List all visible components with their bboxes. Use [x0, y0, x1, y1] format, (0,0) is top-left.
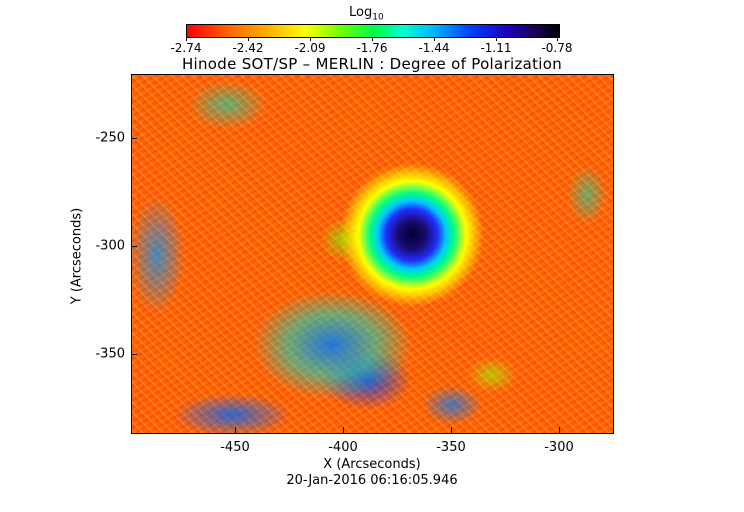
x-tick-label: -350	[436, 440, 466, 455]
colorbar-tick-label: -2.74	[170, 41, 202, 55]
x-tick-mark	[343, 427, 344, 433]
colorbar-tick-mark	[248, 37, 249, 41]
y-tick-mark	[131, 354, 137, 355]
x-axis-title: X (Arcseconds)	[323, 457, 421, 472]
x-tick-label: -400	[328, 440, 358, 455]
colorbar-label: Log10	[349, 5, 384, 23]
y-tick-label: -350	[95, 346, 125, 362]
x-tick-label: -450	[220, 440, 250, 455]
colorbar-tick-label: -1.11	[480, 41, 512, 55]
timestamp: 20-Jan-2016 06:16:05.946	[286, 473, 458, 488]
colorbar-tick-label: -1.44	[418, 41, 450, 55]
colorbar-tick-label: -1.76	[356, 41, 388, 55]
colorbar-tick-label: -0.78	[541, 41, 573, 55]
colorbar-tick-mark	[434, 37, 435, 41]
y-tick-label: -250	[95, 130, 125, 146]
colorbar-tick-label: -2.42	[232, 41, 264, 55]
colorbar-tick-mark	[310, 37, 311, 41]
x-tick-mark	[451, 427, 452, 433]
colorbar-tick-mark	[557, 37, 558, 41]
y-axis-title: Y (Arcseconds)	[69, 207, 85, 305]
colorbar	[186, 24, 560, 38]
plot-title: Hinode SOT/SP – MERLIN : Degree of Polar…	[181, 55, 563, 73]
colorbar-tick-mark	[186, 37, 187, 41]
colorbar-tick-mark	[496, 37, 497, 41]
x-tick-label: -300	[544, 440, 574, 455]
x-tick-mark	[559, 427, 560, 433]
y-tick-label: -300	[95, 238, 125, 254]
y-tick-mark	[131, 138, 137, 139]
polarization-map-image	[131, 74, 614, 434]
x-tick-mark	[235, 427, 236, 433]
colorbar-tick-mark	[372, 37, 373, 41]
y-tick-mark	[131, 246, 137, 247]
colorbar-tick-label: -2.09	[294, 41, 326, 55]
